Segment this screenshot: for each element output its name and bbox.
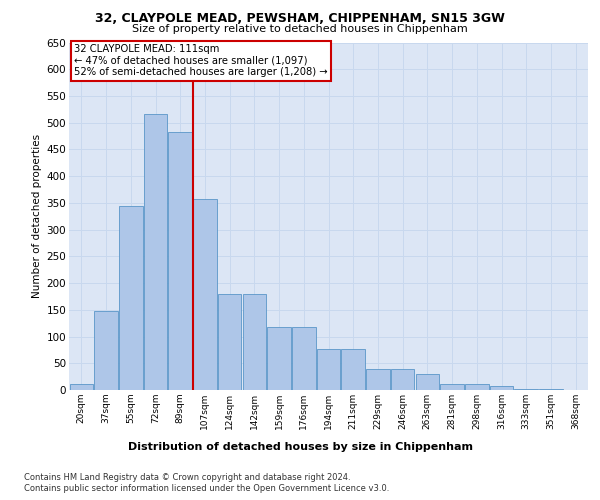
Text: Distribution of detached houses by size in Chippenham: Distribution of detached houses by size … [128,442,473,452]
Bar [268,328,291,390]
Bar [193,198,217,390]
Bar [169,132,192,390]
Bar [341,350,365,390]
Text: 32 CLAYPOLE MEAD: 111sqm
← 47% of detached houses are smaller (1,097)
52% of sem: 32 CLAYPOLE MEAD: 111sqm ← 47% of detach… [74,44,328,78]
Bar [242,294,266,390]
Bar [366,368,389,390]
Bar [391,368,415,390]
Bar [416,374,439,390]
Bar [317,350,340,390]
Bar [490,386,513,390]
Text: Contains HM Land Registry data © Crown copyright and database right 2024.: Contains HM Land Registry data © Crown c… [24,472,350,482]
Bar [70,384,93,390]
Bar [292,328,316,390]
Bar [440,384,464,390]
Bar [218,294,241,390]
Bar [514,389,538,390]
Y-axis label: Number of detached properties: Number of detached properties [32,134,43,298]
Bar [94,311,118,390]
Bar [119,206,143,390]
Text: Contains public sector information licensed under the Open Government Licence v3: Contains public sector information licen… [24,484,389,493]
Text: Size of property relative to detached houses in Chippenham: Size of property relative to detached ho… [132,24,468,34]
Bar [465,384,488,390]
Text: 32, CLAYPOLE MEAD, PEWSHAM, CHIPPENHAM, SN15 3GW: 32, CLAYPOLE MEAD, PEWSHAM, CHIPPENHAM, … [95,12,505,26]
Bar [144,114,167,390]
